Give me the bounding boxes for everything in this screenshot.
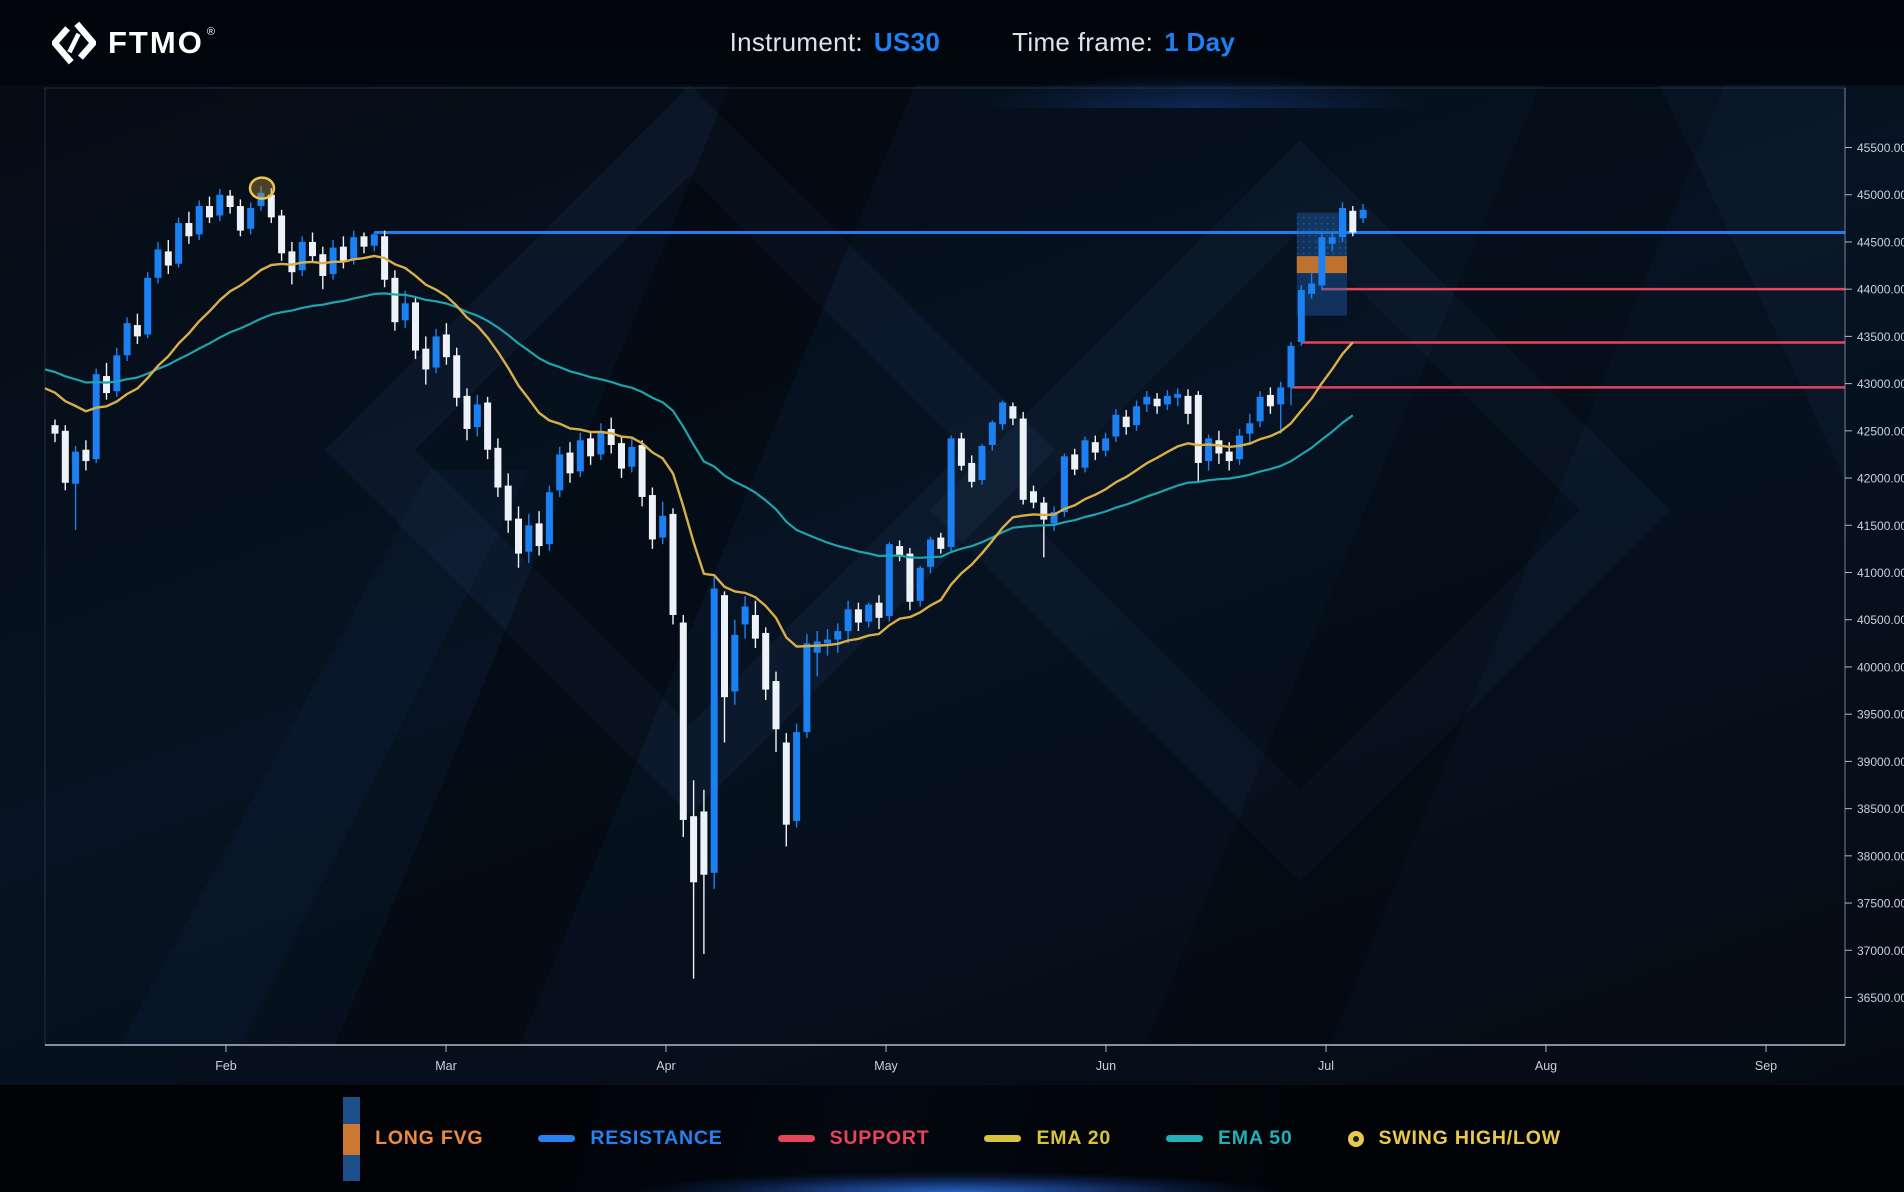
y-axis-label: 43500.00 [1857,330,1904,344]
ema20-line-icon [984,1135,1022,1142]
x-axis-label: Aug [1535,1059,1557,1073]
ema20-line [44,254,1354,648]
registered-mark: ® [206,25,215,38]
timeframe-value: 1 Day [1164,27,1236,57]
x-axis-label: Apr [656,1059,675,1073]
header: FTMO ® Instrument: US30 Time frame: 1 Day [0,0,1904,108]
instrument-info: Instrument: US30 [730,27,941,58]
swing-high-marker [248,176,276,200]
y-axis-label: 41000.00 [1857,566,1904,580]
y-axis-label: 41500.00 [1857,519,1904,533]
legend-label: SUPPORT [829,1127,930,1149]
legend-item-ema50: EMA 50 [1166,1127,1293,1150]
support-line-icon [777,1135,815,1142]
y-axis-label: 44000.00 [1857,283,1904,297]
ema50-line-icon [1166,1135,1203,1142]
y-axis-label: 39500.00 [1857,708,1904,722]
y-axis-label: 39000.00 [1857,755,1904,769]
y-axis-label: 43000.00 [1857,377,1904,391]
x-axis-label: Mar [435,1059,457,1073]
resistance-line-icon [538,1135,576,1142]
timeframe-label: Time frame: [1012,27,1154,57]
y-axis-label: 40500.00 [1857,613,1904,627]
legend-item-support: SUPPORT [777,1127,930,1150]
legend-item-ema20: EMA 20 [984,1127,1111,1150]
y-axis-label: 44500.00 [1857,235,1904,249]
brand-name: FTMO [108,24,204,60]
x-axis-label: Jun [1096,1059,1116,1073]
chart-meta: Instrument: US30 Time frame: 1 Day [730,0,1236,85]
legend-label: EMA 20 [1036,1127,1111,1149]
y-axis-label: 37000.00 [1857,944,1904,958]
legend-item-long-fvg: LONG FVG [343,1096,484,1181]
legend-item-swing: SWING HIGH/LOW [1347,1127,1561,1150]
header-glow-decoration [880,58,1520,108]
timeframe-info: Time frame: 1 Day [1012,27,1235,58]
x-axis-label: Feb [215,1059,237,1073]
ema50-line [44,292,1354,559]
x-axis-label: Jul [1318,1059,1334,1073]
ftmo-diamond-icon [52,21,96,64]
y-axis-label: 40000.00 [1857,660,1904,674]
instrument-value: US30 [873,27,941,57]
y-axis-label: 42000.00 [1857,472,1904,486]
x-axis-label: Sep [1755,1059,1777,1073]
swing-marker-icon [1347,1130,1364,1147]
legend: LONG FVG RESISTANCE SUPPORT EMA 20 EMA 5… [0,1085,1904,1192]
candles [51,186,1367,979]
legend-label: SWING HIGH/LOW [1378,1127,1561,1149]
y-axis-label: 45500.00 [1857,141,1904,155]
fvg-box-icon [343,1096,361,1181]
y-axis-label: 37500.00 [1857,897,1904,911]
y-axis-label: 36500.00 [1857,991,1904,1005]
y-axis-label: 38000.00 [1857,849,1904,863]
y-axis-label: 38500.00 [1857,802,1904,816]
ftmo-logo: FTMO ® [52,0,215,85]
legend-label: EMA 50 [1218,1127,1293,1149]
legend-item-resistance: RESISTANCE [538,1127,722,1150]
x-axis-label: May [874,1059,898,1073]
y-axis-label: 45000.00 [1857,188,1904,202]
candlestick-chart: 45500.00 45000.00 44500.00 44000.00 43500.00… [0,84,1904,1085]
legend-label: LONG FVG [375,1127,484,1149]
y-axis-label: 42500.00 [1857,424,1904,438]
bottom-glow-decoration [555,1166,1355,1192]
watermark-decoration [120,84,1845,1045]
instrument-label: Instrument: [729,27,863,57]
chart-canvas: 45500.00 45000.00 44500.00 44000.00 43500.00… [44,84,1904,1073]
legend-label: RESISTANCE [590,1127,723,1149]
